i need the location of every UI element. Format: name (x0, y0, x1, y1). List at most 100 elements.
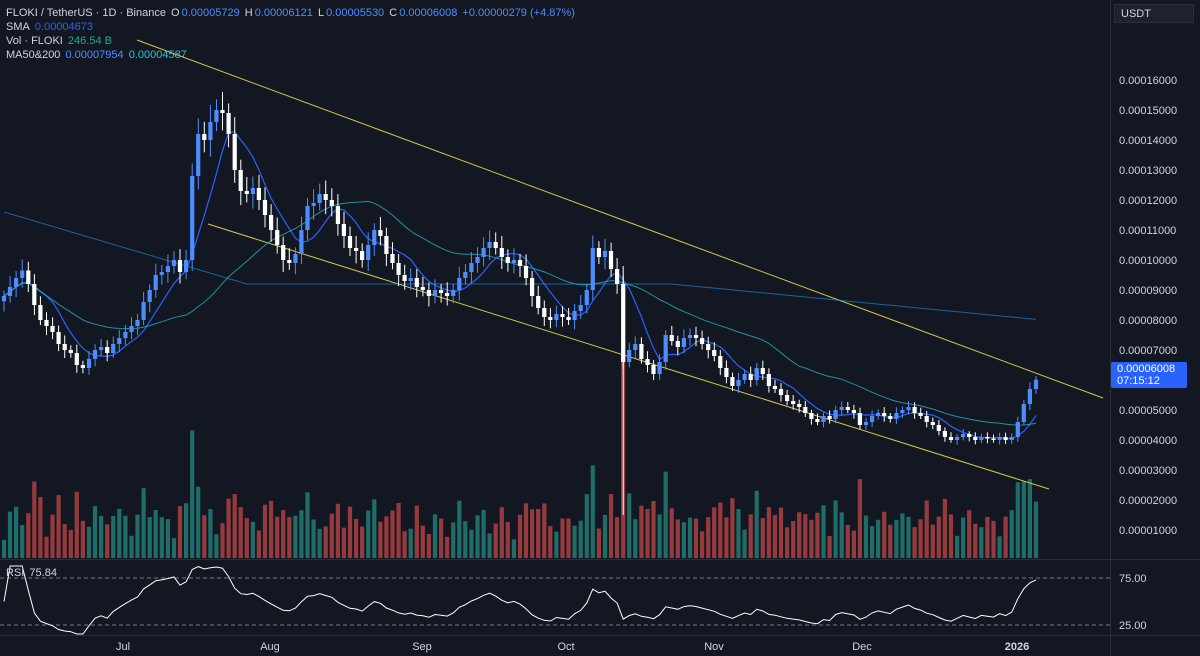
volume-bar (457, 500, 462, 558)
candle-body (536, 296, 541, 308)
candle-body (912, 407, 917, 413)
candle-body (669, 335, 674, 341)
candle-body (973, 437, 978, 440)
candle-body (718, 356, 723, 368)
volume-bar (760, 518, 765, 558)
volume-bar (511, 539, 516, 558)
volume-bar (396, 503, 401, 558)
volume-bar (311, 519, 316, 558)
candle-body (730, 377, 735, 386)
candle-body (50, 326, 55, 332)
high-label: H (244, 7, 253, 19)
candle-body (548, 317, 553, 320)
volume-bar (590, 465, 595, 558)
candle-body (815, 419, 820, 422)
candle-body (487, 242, 492, 248)
volume-bar (390, 510, 395, 558)
volume-bar (305, 492, 310, 558)
volume-bar (99, 515, 104, 558)
volume-bar (888, 524, 893, 558)
candle-body (414, 278, 419, 287)
candle-body (712, 350, 717, 356)
candle-body (177, 260, 183, 272)
volume-bar (876, 519, 881, 558)
candle-body (99, 347, 104, 350)
sma-legend[interactable]: SMA 0.00004673 (6, 21, 95, 34)
volume-bar (135, 514, 140, 558)
rsi-value: 75.84 (29, 567, 57, 579)
volume-bar (123, 515, 128, 558)
volume-legend[interactable]: Vol · FLOKI 246.54 B (6, 35, 114, 48)
volume-bar (809, 519, 814, 558)
volume-bar (663, 471, 668, 558)
candle-body (554, 314, 559, 320)
candle-body (760, 368, 765, 374)
candle-body (402, 275, 407, 281)
candle-body (615, 269, 620, 284)
volume-bar (493, 523, 498, 558)
candle-body (1009, 437, 1014, 440)
candlesticks (1, 92, 1039, 515)
volume-bar (736, 509, 741, 558)
rsi-legend[interactable]: RSI 75.84 (6, 567, 59, 580)
candle-body (821, 416, 826, 422)
volume-bar (451, 522, 456, 558)
volume-bar (165, 519, 170, 558)
candle-body (432, 290, 438, 296)
candle-body (74, 353, 79, 365)
sma-label: SMA (6, 21, 30, 33)
candle-body (475, 257, 480, 263)
volume-bar (530, 509, 535, 558)
candle-body (906, 407, 911, 410)
price-tick-label: 0.00010000 (1119, 255, 1177, 267)
rsi-label: RSI (6, 567, 25, 579)
candle-body (955, 437, 960, 440)
time-axis: Jul Aug Sep Oct Nov Dec 2026 (116, 641, 1029, 653)
volume-bar (1009, 510, 1014, 558)
candle-body (232, 134, 237, 170)
candle-body (408, 278, 413, 281)
volume-bar (785, 527, 790, 558)
candle-body (596, 248, 601, 257)
time-tick-label: Sep (412, 641, 432, 653)
candle-body (384, 236, 389, 254)
volume-bar (1003, 516, 1008, 558)
ma-legend[interactable]: MA50&200 0.00007954 0.00004587 (6, 49, 189, 62)
currency-selector[interactable]: USDT (1114, 4, 1194, 23)
volume-bar (432, 514, 438, 558)
volume-bar (475, 515, 480, 558)
volume-bar (360, 526, 365, 558)
volume-bar (275, 516, 280, 558)
volume-bar (86, 526, 92, 558)
volume-bar (341, 527, 346, 558)
volume-bar (117, 508, 122, 558)
candle-body (129, 326, 134, 332)
candle-body (141, 302, 146, 320)
candle-body (262, 200, 268, 215)
volume-bar (208, 509, 213, 558)
candle-body (584, 290, 589, 305)
candle-body (20, 270, 25, 278)
candle-body (1015, 422, 1020, 437)
volume-bar (244, 518, 249, 558)
volume-bar (92, 506, 98, 558)
candle-body (882, 413, 887, 416)
volume-bar (542, 503, 547, 558)
time-tick-label: 2026 (1005, 641, 1029, 653)
candle-body (499, 248, 504, 257)
volume-bar (335, 503, 340, 558)
volume-bar (906, 516, 911, 558)
price-tick-label: 0.00004000 (1119, 435, 1177, 447)
bar-countdown: 07:15:12 (1117, 375, 1160, 387)
volume-bar (250, 521, 255, 558)
volume-bar (554, 531, 559, 558)
moving-average-lines (3, 131, 1037, 440)
volume-bar (851, 530, 856, 558)
candle-body (742, 374, 747, 380)
high-value: 0.00006121 (254, 7, 313, 19)
candle-body (463, 272, 468, 278)
candle-body (602, 251, 608, 257)
volume-bar (942, 498, 947, 558)
price-tick-label: 0.00003000 (1119, 465, 1177, 477)
